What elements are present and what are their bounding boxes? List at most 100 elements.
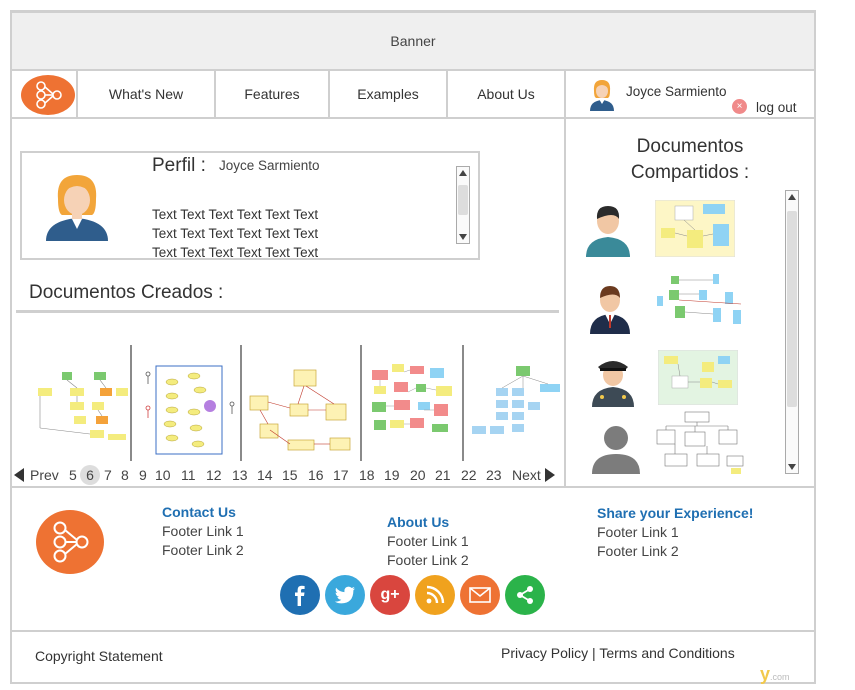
nav-examples[interactable]: Examples <box>328 71 446 117</box>
footer-link[interactable]: Footer Link 1 <box>162 523 244 539</box>
user-placeholder-icon[interactable] <box>590 424 642 474</box>
page-link[interactable]: 9 <box>139 467 147 483</box>
page-link[interactable]: 17 <box>333 467 349 483</box>
mail-icon <box>469 587 491 603</box>
page-link[interactable]: 20 <box>410 467 426 483</box>
scroll-up-icon[interactable] <box>788 194 796 200</box>
shared-doc-thumbnail[interactable] <box>658 350 738 405</box>
twitter-icon <box>334 586 355 604</box>
page-link[interactable]: 15 <box>282 467 298 483</box>
page-link[interactable]: 21 <box>435 467 451 483</box>
profile-line: Text Text Text Text Text Text <box>152 226 319 241</box>
shared-doc-thumbnail[interactable] <box>655 200 735 257</box>
profile-title: Perfil : <box>152 155 206 176</box>
footer-link[interactable]: Footer Link 2 <box>387 552 469 568</box>
share-nodes-icon <box>53 521 89 563</box>
rss-button[interactable] <box>415 575 455 615</box>
next-page-link[interactable]: Next <box>512 467 541 483</box>
page-link[interactable]: 8 <box>121 467 129 483</box>
share-icon <box>517 586 533 604</box>
footer-share-heading[interactable]: Share your Experience! <box>597 505 754 521</box>
nav-examples-label: Examples <box>357 86 419 102</box>
user-avatar-icon[interactable] <box>584 203 632 257</box>
scroll-thumb[interactable] <box>458 185 468 215</box>
share-nodes-icon <box>36 81 62 109</box>
shared-doc-thumbnail[interactable] <box>655 410 745 480</box>
page-link[interactable]: 19 <box>384 467 400 483</box>
profile-card: Perfil : Joyce Sarmiento Text Text Text … <box>20 151 480 260</box>
footer-bottom-divider <box>12 630 814 632</box>
scroll-down-icon[interactable] <box>459 234 467 240</box>
content-divider <box>564 119 566 486</box>
profile-line: Text Text Text Text Text Text <box>152 245 319 260</box>
facebook-icon <box>295 585 305 606</box>
footer-logo[interactable] <box>36 510 104 574</box>
document-thumbnail[interactable] <box>142 340 238 462</box>
carousel-divider <box>462 345 464 461</box>
footer-link[interactable]: Footer Link 2 <box>597 543 679 559</box>
next-arrow-icon[interactable] <box>545 468 555 482</box>
shared-docs-scrollbar[interactable] <box>785 190 799 474</box>
footer-contact-column: Contact Us Footer Link 1 Footer Link 2 <box>162 503 244 560</box>
footer-link[interactable]: Footer Link 1 <box>387 533 469 549</box>
nav-whats-new-label: What's New <box>108 86 184 102</box>
page-link[interactable]: 5 <box>69 467 77 483</box>
user-avatar-icon[interactable] <box>590 355 636 407</box>
prev-page-link[interactable]: Prev <box>30 467 59 483</box>
watermark-suffix: .com <box>770 672 790 682</box>
nav-logo[interactable] <box>21 75 75 115</box>
nav-features[interactable]: Features <box>214 71 328 117</box>
page-link[interactable]: 13 <box>232 467 248 483</box>
footer-link[interactable]: Footer Link 2 <box>162 542 244 558</box>
user-name: Joyce Sarmiento <box>626 84 727 99</box>
page-link[interactable]: 12 <box>206 467 222 483</box>
page-link[interactable]: 7 <box>104 467 112 483</box>
user-area: Joyce Sarmiento × log out <box>564 71 814 117</box>
twitter-button[interactable] <box>325 575 365 615</box>
footer-about-heading[interactable]: About Us <box>387 514 450 530</box>
footer-divider <box>12 486 814 488</box>
footer-about-column: About Us Footer Link 1 Footer Link 2 <box>387 513 469 570</box>
nav-about-us[interactable]: About Us <box>446 71 564 117</box>
page-link[interactable]: 18 <box>359 467 375 483</box>
footer-link[interactable]: Footer Link 1 <box>597 524 679 540</box>
legal-links: Privacy Policy | Terms and Conditions <box>501 645 735 661</box>
google-plus-icon: g+ <box>380 586 400 603</box>
document-thumbnail[interactable] <box>34 340 130 462</box>
current-page[interactable]: 6 <box>80 465 100 485</box>
nav-whats-new[interactable]: What's New <box>76 71 214 117</box>
scroll-up-icon[interactable] <box>459 170 467 176</box>
privacy-policy-link[interactable]: Privacy Policy <box>501 645 589 661</box>
logout-link[interactable]: log out <box>756 100 797 115</box>
prev-arrow-icon[interactable] <box>14 468 24 482</box>
user-avatar-icon[interactable] <box>588 284 632 334</box>
scroll-thumb[interactable] <box>787 211 797 407</box>
banner-label: Banner <box>390 33 436 49</box>
carousel-divider <box>240 345 242 461</box>
terms-link[interactable]: Terms and Conditions <box>599 645 735 661</box>
page-link[interactable]: 22 <box>461 467 477 483</box>
carousel-divider <box>130 345 132 461</box>
shared-doc-thumbnail[interactable] <box>655 270 747 336</box>
scroll-down-icon[interactable] <box>788 464 796 470</box>
legal-separator: | <box>592 645 596 661</box>
document-thumbnail[interactable] <box>246 340 358 462</box>
page-link[interactable]: 11 <box>181 467 196 483</box>
document-thumbnail[interactable] <box>468 340 561 462</box>
page-link[interactable]: 10 <box>155 467 171 483</box>
google-plus-button[interactable]: g+ <box>370 575 410 615</box>
user-avatar-icon <box>590 80 614 111</box>
rss-icon <box>426 585 445 604</box>
page-link[interactable]: 14 <box>257 467 273 483</box>
profile-name: Joyce Sarmiento <box>219 158 320 173</box>
logout-close-icon[interactable]: × <box>732 99 747 114</box>
email-button[interactable] <box>460 575 500 615</box>
profile-scrollbar[interactable] <box>456 166 470 244</box>
share-button[interactable] <box>505 575 545 615</box>
page-link[interactable]: 16 <box>308 467 324 483</box>
footer-contact-heading[interactable]: Contact Us <box>162 504 236 520</box>
facebook-button[interactable] <box>280 575 320 615</box>
nav-about-us-label: About Us <box>477 86 535 102</box>
page-link[interactable]: 23 <box>486 467 502 483</box>
document-thumbnail[interactable] <box>366 340 462 462</box>
